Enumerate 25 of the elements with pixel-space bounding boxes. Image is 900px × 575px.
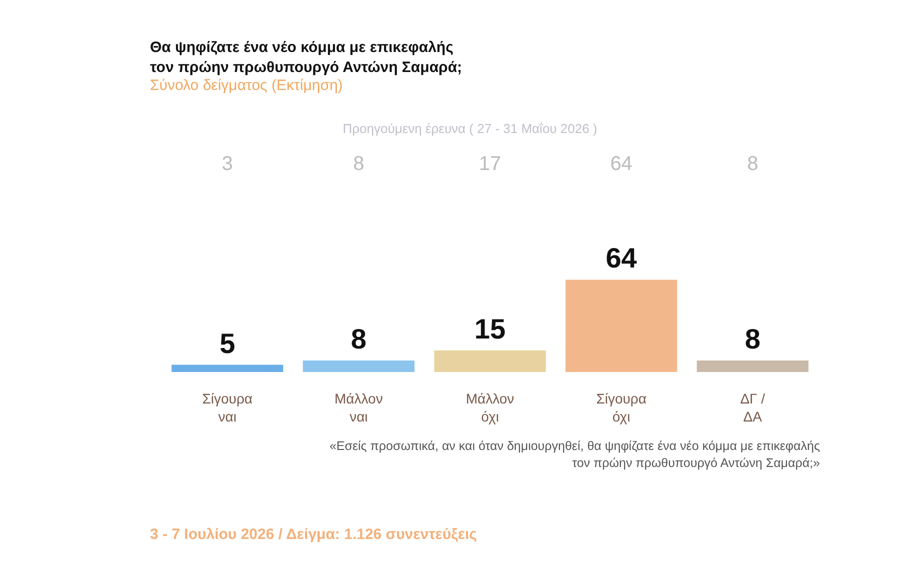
- data-label: 5: [220, 328, 236, 359]
- x-tick-label: Σίγουρα όχι: [596, 390, 646, 424]
- chart-title: Θα ψηφίζατε ένα νέο κόμμα με επικεφαλής τον πρώην πρωθυπουργό Αντώνη Σαμαρά;: [150, 39, 462, 76]
- text: 3 - 7 Ιουλίου 2026 / Δείγμα: 1.126 συνεντεύξεις: [150, 526, 478, 543]
- x-tick-label: Μάλλον όχι: [466, 390, 514, 424]
- bar: [434, 350, 546, 372]
- bar: [566, 280, 678, 372]
- bar: [302, 360, 414, 372]
- text: 17: [478, 153, 502, 175]
- x-tick-label: Σίγουρα ναι: [202, 390, 253, 424]
- x-tick-label: Μάλλον ναι: [334, 390, 383, 424]
- text: 64: [610, 153, 632, 175]
- text: Προηγούμενη έρευνα ( 27 - 31 Μαΐου 2026 ): [342, 121, 598, 136]
- data-label: 8: [744, 323, 760, 354]
- data-label: 64: [606, 242, 638, 274]
- text: 3: [222, 153, 233, 175]
- bar: [172, 364, 284, 372]
- text: 8: [353, 153, 364, 175]
- text: 8: [747, 153, 758, 175]
- chart-subtitle: Σύνολο δείγματος (Εκτίμηση): [150, 77, 343, 94]
- x-tick-label: ΔΓ / ΔΑ: [740, 390, 766, 424]
- bar: [696, 360, 808, 372]
- data-label: 8: [350, 323, 366, 354]
- data-label: 15: [474, 313, 506, 344]
- text: «Εσείς προσωπικά, αν και όταν δημιουργηθεί, θα ψηφίζατε ένα νέο κόμμα με επικεφαλής τον πρώην πρωθυπουργό Αντώνη Σαμαρά;»: [329, 439, 820, 470]
